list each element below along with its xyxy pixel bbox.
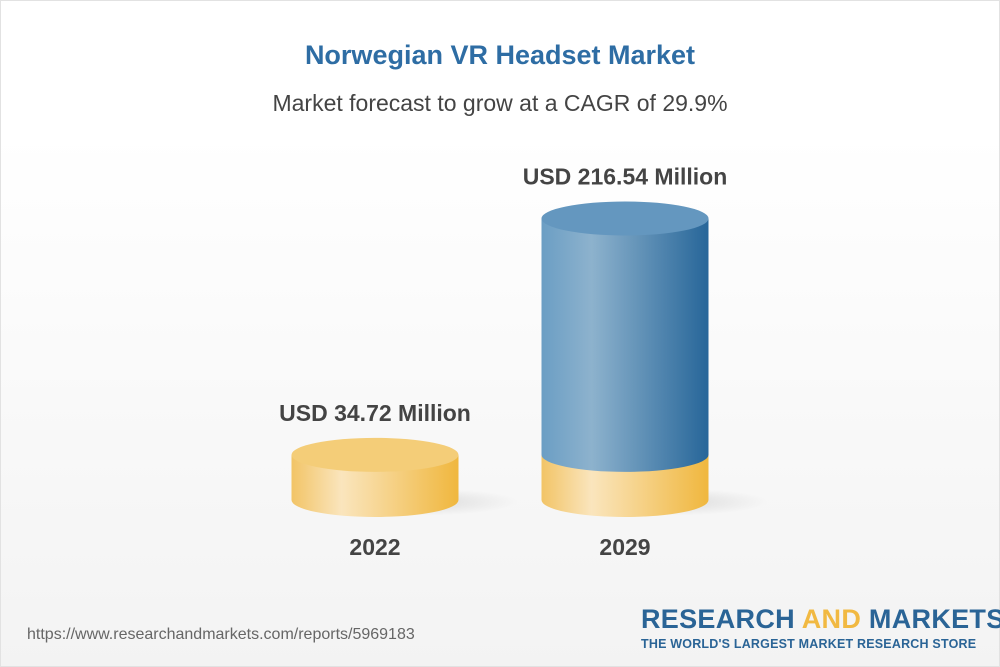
research-and-markets-logo: RESEARCH AND MARKETS THE WORLD'S LARGEST…	[641, 604, 1000, 651]
category-label: 2029	[599, 534, 650, 560]
data-label: USD 34.72 Million	[279, 400, 471, 426]
bar-base-segment	[291, 454, 459, 517]
bar-growth-segment	[541, 218, 709, 472]
chart: USD 34.72 Million 2022 USD 216.54 Million 2…	[279, 163, 769, 560]
chart-title: Norwegian VR Headset Market	[304, 40, 696, 70]
source-url[interactable]: https://www.researchandmarkets.com/repor…	[27, 626, 415, 643]
bar-top	[291, 437, 459, 472]
bar-base-segment	[541, 454, 709, 517]
chart-subtitle: Market forecast to grow at a CAGR of 29.…	[272, 90, 728, 116]
bar-top	[541, 201, 709, 236]
data-label: USD 216.54 Million	[523, 163, 728, 189]
category-label: 2022	[349, 534, 400, 560]
